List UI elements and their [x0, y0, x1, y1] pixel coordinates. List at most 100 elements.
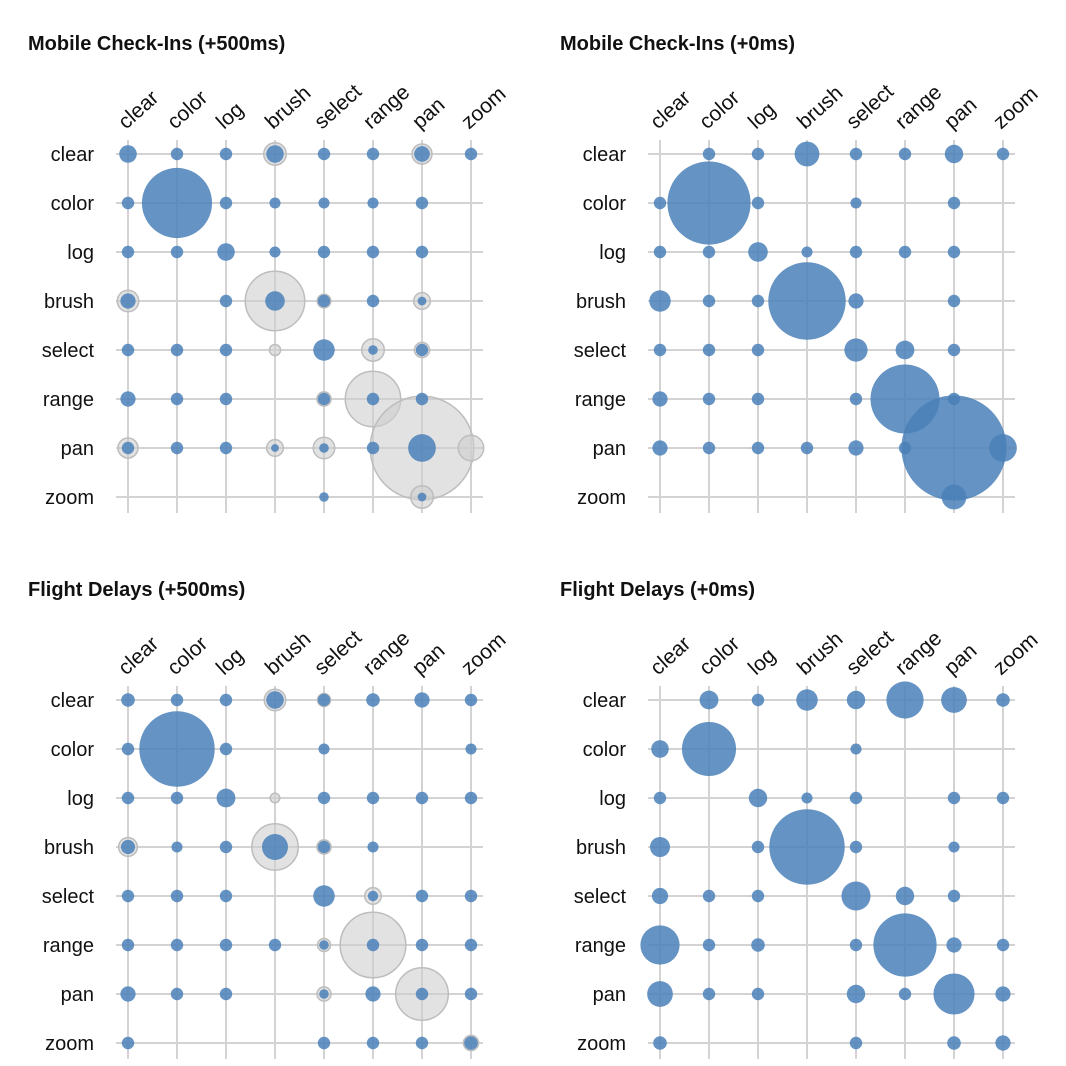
observed-bubble — [849, 1036, 863, 1050]
observed-bubble — [751, 294, 765, 308]
column-label: zoom — [457, 82, 511, 133]
column-label: brush — [793, 627, 847, 679]
observed-bubble — [121, 196, 135, 210]
observed-bubble — [751, 196, 765, 210]
observed-bubble — [898, 147, 912, 161]
observed-bubble — [265, 291, 285, 311]
observed-bubble — [139, 711, 215, 787]
observed-bubble — [219, 987, 233, 1001]
observed-series — [640, 681, 1011, 1051]
observed-bubble — [947, 196, 961, 210]
observed-bubble — [121, 245, 135, 259]
column-label: pan — [408, 93, 449, 134]
column-label: clear — [646, 632, 695, 680]
observed-bubble — [769, 809, 845, 885]
column-label: range — [359, 81, 414, 134]
observed-bubble — [946, 937, 962, 953]
observed-bubble — [171, 841, 183, 853]
observed-bubble — [121, 693, 135, 707]
observed-bubble — [170, 392, 184, 406]
observed-bubble — [219, 147, 233, 161]
observed-bubble — [219, 742, 233, 756]
panel-title: Mobile Check-Ins (+0ms) — [560, 33, 795, 55]
observed-bubble — [219, 889, 233, 903]
row-label: brush — [44, 291, 94, 313]
observed-bubble — [365, 986, 381, 1002]
observed-bubble — [415, 392, 429, 406]
observed-bubble — [317, 693, 331, 707]
column-label: color — [163, 86, 212, 134]
observed-bubble — [751, 889, 765, 903]
observed-bubble — [944, 144, 964, 164]
row-label: pan — [61, 438, 94, 460]
observed-bubble — [368, 345, 378, 355]
observed-bubble — [170, 245, 184, 259]
observed-bubble — [170, 147, 184, 161]
observed-bubble — [941, 687, 967, 713]
panel-4: Flight Delays (+0ms)clear color log brushse… — [560, 579, 1043, 1059]
row-label: zoom — [45, 1033, 94, 1055]
observed-bubble — [846, 690, 866, 710]
row-label: clear — [51, 690, 95, 712]
observed-bubble — [947, 343, 961, 357]
observed-bubble — [702, 987, 716, 1001]
observed-bubble — [317, 1036, 331, 1050]
column-label: pan — [940, 93, 981, 134]
panel-title: Flight Delays (+500ms) — [28, 579, 245, 601]
row-label: zoom — [45, 487, 94, 509]
row-label: select — [42, 340, 95, 362]
observed-bubble — [367, 890, 379, 902]
observed-bubble — [849, 840, 863, 854]
observed-bubble — [170, 441, 184, 455]
observed-bubble — [751, 693, 765, 707]
observed-bubble — [319, 940, 329, 950]
observed-bubble — [366, 392, 380, 406]
row-label: pan — [593, 438, 626, 460]
observed-bubble — [219, 441, 233, 455]
panel-1: Mobile Check-Ins (+500ms)clear color log br… — [28, 33, 511, 513]
observed-bubble — [318, 197, 330, 209]
observed-bubble — [366, 441, 380, 455]
column-label: zoom — [457, 628, 511, 679]
column-label: brush — [261, 81, 315, 133]
observed-bubble — [794, 141, 820, 167]
observed-bubble — [317, 392, 331, 406]
observed-bubble — [947, 294, 961, 308]
observed-bubble — [895, 886, 915, 906]
observed-bubble — [996, 147, 1010, 161]
row-label: log — [599, 242, 626, 264]
observed-bubble — [266, 691, 284, 709]
column-label: range — [891, 81, 946, 134]
observed-bubble — [121, 742, 135, 756]
observed-bubble — [768, 262, 846, 340]
observed-bubble — [268, 938, 282, 952]
observed-bubble — [947, 889, 961, 903]
observed-bubble — [366, 245, 380, 259]
observed-bubble — [319, 492, 329, 502]
observed-bubble — [417, 492, 427, 502]
observed-bubble — [751, 441, 765, 455]
observed-bubble — [366, 294, 380, 308]
observed-bubble — [702, 343, 716, 357]
observed-bubble — [121, 938, 135, 952]
observed-bubble — [317, 791, 331, 805]
row-label: brush — [576, 837, 626, 859]
column-label: select — [310, 80, 366, 134]
observed-bubble — [652, 391, 668, 407]
observed-bubble — [702, 294, 716, 308]
row-label: range — [575, 389, 626, 411]
observed-bubble — [415, 987, 429, 1001]
observed-bubble — [219, 196, 233, 210]
observed-bubble — [464, 791, 478, 805]
observed-bubble — [947, 245, 961, 259]
observed-bubble — [841, 881, 871, 911]
observed-bubble — [995, 986, 1011, 1002]
observed-bubble — [846, 984, 866, 1004]
observed-bubble — [751, 392, 765, 406]
observed-bubble — [849, 392, 863, 406]
row-label: range — [43, 389, 94, 411]
observed-bubble — [366, 693, 380, 707]
observed-bubble — [848, 293, 864, 309]
observed-bubble — [121, 441, 135, 455]
observed-series — [119, 145, 478, 502]
